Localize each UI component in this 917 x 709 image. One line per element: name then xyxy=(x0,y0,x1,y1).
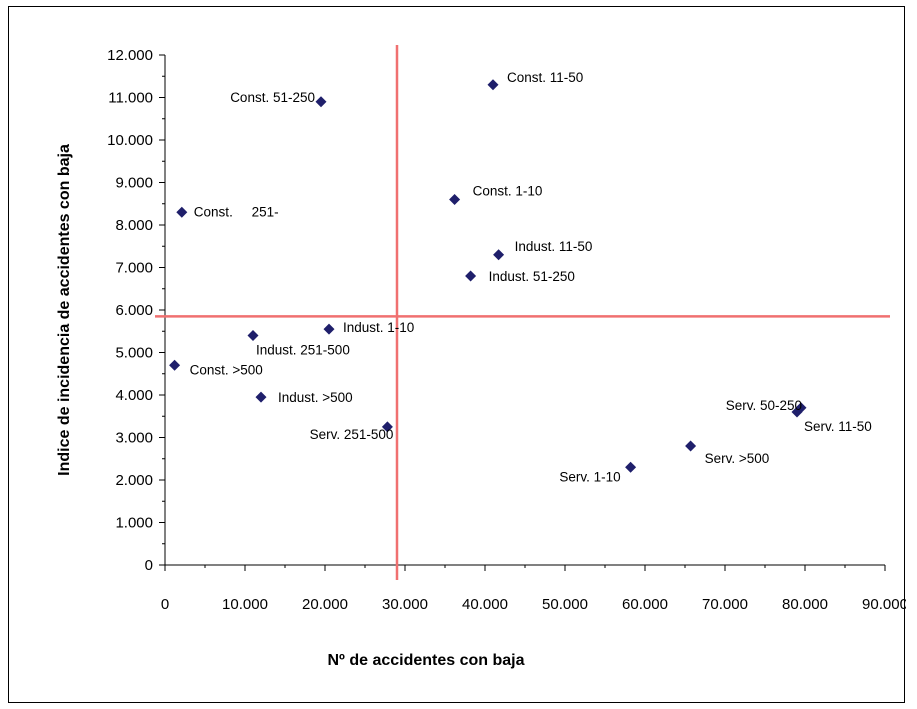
data-point-marker xyxy=(176,206,188,218)
data-point-label: Indust. 11-50 xyxy=(515,239,593,254)
data-point-label: Indust. >500 xyxy=(278,390,353,405)
data-point-marker xyxy=(487,79,499,91)
data-point-label: Serv. 251-500 xyxy=(310,427,394,442)
data-point-label: Const. 1-10 xyxy=(473,184,543,199)
y-tick-label: 1.000 xyxy=(115,515,153,532)
x-tick-label: 70.000 xyxy=(702,596,748,613)
x-tick-label: 90.000 xyxy=(862,596,906,613)
y-tick-label: 12.000 xyxy=(107,47,153,64)
x-tick-label: 0 xyxy=(161,596,169,613)
data-point-label: Indust. 1-10 xyxy=(343,320,414,335)
data-point-label: Const. >500 xyxy=(190,362,263,377)
x-tick-label: 80.000 xyxy=(782,596,828,613)
x-tick-label: 20.000 xyxy=(302,596,348,613)
data-point-label: Indust. 51-250 xyxy=(489,269,575,284)
x-tick-label: 60.000 xyxy=(622,596,668,613)
point-labels: Const. 11-50 Const. 51-250 Const. 1-10 Cons… xyxy=(190,70,872,485)
data-point-marker xyxy=(685,440,697,452)
data-point-label: Serv. 1-10 xyxy=(559,469,620,484)
data-point-label: Const. 251- xyxy=(194,204,279,219)
data-point-marker xyxy=(169,359,181,371)
x-tick-label: 10.000 xyxy=(222,596,268,613)
data-point-marker xyxy=(247,330,259,341)
data-point-marker xyxy=(795,402,807,414)
data-point-label: Indust. 251-500 xyxy=(256,343,350,358)
data-point-marker xyxy=(465,270,477,282)
data-points xyxy=(169,79,807,473)
y-tick-label: 11.000 xyxy=(108,90,153,107)
y-tick-label: 6.000 xyxy=(115,302,153,319)
x-tick-label: 50.000 xyxy=(542,596,588,613)
y-tick-label: 0 xyxy=(145,557,153,574)
data-point-marker xyxy=(255,391,267,403)
y-tick-label: 5.000 xyxy=(115,345,153,362)
data-point-label: Const. 51-250 xyxy=(230,90,315,105)
data-point-marker xyxy=(315,96,327,108)
y-tick-label: 10.000 xyxy=(107,132,153,149)
x-tick-label: 40.000 xyxy=(462,596,508,613)
data-point-marker xyxy=(449,194,461,205)
data-point-marker xyxy=(381,421,393,433)
y-tick-label: 9.000 xyxy=(115,175,153,192)
data-point-marker xyxy=(625,461,637,473)
data-point-label: Serv. >500 xyxy=(705,451,770,466)
data-point-label: Serv. 50-250 xyxy=(726,398,802,413)
y-tick-label: 2.000 xyxy=(115,472,153,489)
y-tick-label: 4.000 xyxy=(115,387,153,404)
y-tick-label: 7.000 xyxy=(115,260,153,277)
data-point-marker xyxy=(323,323,335,335)
axes xyxy=(159,54,886,571)
data-point-label: Serv. 11-50 xyxy=(804,419,872,434)
scatter-chart: 0 1.000 2.000 3.000 4.000 5.000 6.000 7.000 8.00… xyxy=(56,45,906,669)
tick-labels: 0 1.000 2.000 3.000 4.000 5.000 6.000 7.000 8.00… xyxy=(107,47,906,613)
x-tick-label: 30.000 xyxy=(382,596,428,613)
data-point-label: Const. 11-50 xyxy=(507,70,583,85)
x-axis-title: Nº de accidentes con baja xyxy=(327,652,524,669)
y-tick-label: 8.000 xyxy=(115,217,153,234)
reference-lines xyxy=(155,45,890,580)
chart-frame: 0 1.000 2.000 3.000 4.000 5.000 6.000 7.000 8.00… xyxy=(8,6,906,703)
y-axis-title: Indice de incidencia de accidentes con b… xyxy=(56,144,73,476)
y-tick-label: 3.000 xyxy=(115,430,153,447)
data-point-marker xyxy=(493,249,505,261)
